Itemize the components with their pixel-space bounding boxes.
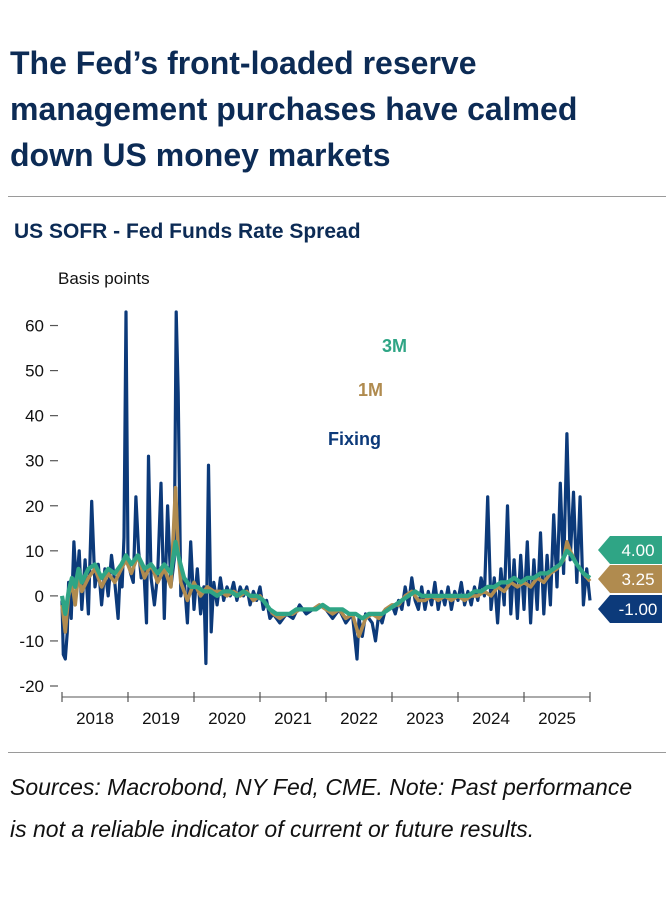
y-axis: -20 -10 0 10 20 30 40 50 60 xyxy=(19,317,58,696)
footnote: Sources: Macrobond, NY Fed, CME. Note: P… xyxy=(10,774,633,842)
legend-label-fixing: Fixing xyxy=(328,429,381,449)
x-tick-label: 2021 xyxy=(274,709,312,728)
y-tick-label: -20 xyxy=(19,677,44,696)
x-tick-label: 2025 xyxy=(538,709,576,728)
legend-label-1m: 1M xyxy=(358,380,383,400)
series-lines xyxy=(59,310,592,666)
end-value-fixing: -1.00 xyxy=(619,600,658,619)
chart: -20 -10 0 10 20 30 40 50 60 2018 2019 2020 2021 2022… xyxy=(19,269,662,728)
y-tick-label: 20 xyxy=(25,497,44,516)
x-tick-label: 2024 xyxy=(472,709,510,728)
y-tick-label: 40 xyxy=(25,407,44,426)
end-value-labels: -1.00 3.25 4.00 xyxy=(598,536,662,623)
end-tag-1m xyxy=(598,565,662,593)
end-tag-fixing xyxy=(598,595,662,623)
inline-legend: Fixing 1M 3M xyxy=(328,336,407,449)
y-tick-label: -10 xyxy=(19,632,44,651)
y-tick-label: 0 xyxy=(35,587,44,606)
x-tick-label: 2022 xyxy=(340,709,378,728)
y-tick-label: 50 xyxy=(25,362,44,381)
x-tick-label: 2023 xyxy=(406,709,444,728)
end-value-1m: 3.25 xyxy=(621,570,654,589)
legend-label-3m: 3M xyxy=(382,336,407,356)
chart-title: US SOFR - Fed Funds Rate Spread xyxy=(14,220,361,243)
x-tick-label: 2018 xyxy=(76,709,114,728)
headline: The Fed’s front-loaded reserve managemen… xyxy=(10,45,578,173)
x-axis: 2018 2019 2020 2021 2022 2023 2024 2025 xyxy=(61,692,591,728)
x-tick-label: 2020 xyxy=(208,709,246,728)
y-tick-label: 10 xyxy=(25,542,44,561)
series-line-3m xyxy=(59,539,592,621)
y-axis-label: Basis points xyxy=(58,269,150,288)
x-tick-label: 2019 xyxy=(142,709,180,728)
y-tick-label: 60 xyxy=(25,317,44,336)
divider-bottom xyxy=(8,752,666,753)
end-tag-3m xyxy=(598,536,662,564)
y-tick-label: 30 xyxy=(25,452,44,471)
end-value-3m: 4.00 xyxy=(621,541,654,560)
divider-top xyxy=(8,196,666,197)
